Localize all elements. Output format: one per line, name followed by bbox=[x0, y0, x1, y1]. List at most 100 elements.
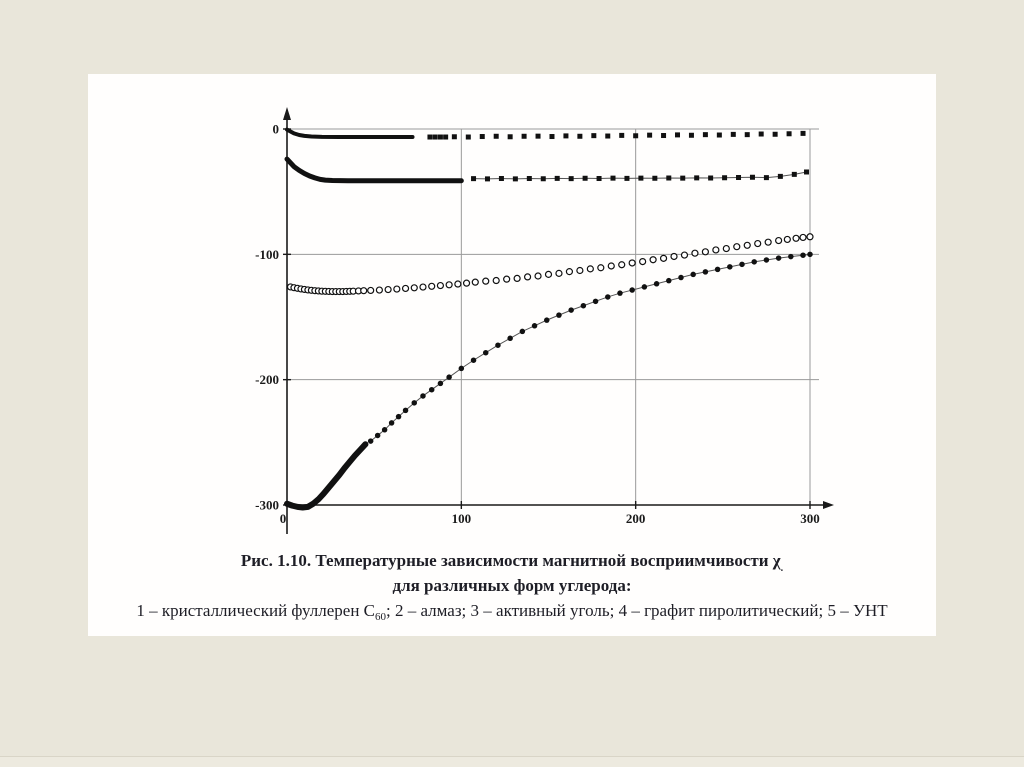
series-3-marker bbox=[691, 249, 699, 257]
series-3-marker bbox=[680, 251, 689, 259]
series-4-marker bbox=[470, 357, 477, 363]
figure-caption: Рис. 1.10. Температурные зависимости маг… bbox=[88, 548, 936, 623]
x-tick-label: 300 bbox=[800, 511, 820, 526]
series-4-marker bbox=[629, 287, 635, 293]
series-3-marker bbox=[576, 266, 584, 275]
series-3-marker bbox=[722, 244, 730, 253]
series-4-marker bbox=[678, 274, 684, 281]
series-1-marker bbox=[619, 132, 625, 138]
c60-subscript: 60 bbox=[375, 611, 386, 623]
series-4-marker bbox=[800, 252, 806, 258]
series-1-marker bbox=[772, 131, 778, 137]
series-4-marker bbox=[482, 349, 489, 356]
series-4-marker bbox=[788, 253, 794, 260]
series-4-marker bbox=[617, 290, 623, 296]
caption-legend-line: 1 – кристаллический фуллерен С60; 2 – ал… bbox=[88, 598, 936, 623]
series-3-marker bbox=[775, 236, 783, 245]
series-4-marker bbox=[381, 427, 388, 433]
series-3-marker bbox=[783, 235, 791, 244]
series-3-marker bbox=[618, 261, 626, 269]
series-4-marker bbox=[653, 281, 660, 287]
series-1-marker bbox=[427, 134, 433, 140]
series-1-marker bbox=[521, 133, 527, 139]
series-2-marker bbox=[582, 175, 588, 181]
x-tick-label: 0 bbox=[280, 511, 287, 526]
series-2-dense-segment bbox=[284, 156, 464, 184]
series-4-marker bbox=[556, 312, 562, 318]
series-3-marker bbox=[492, 276, 500, 285]
series-2-marker bbox=[777, 173, 783, 179]
series-4-marker bbox=[374, 432, 381, 439]
series-3-marker bbox=[712, 246, 720, 254]
series-4-marker bbox=[388, 420, 395, 426]
y-tick-label: -200 bbox=[255, 372, 279, 387]
series-3-marker bbox=[659, 254, 668, 262]
series-3-marker bbox=[513, 274, 521, 282]
series-3-marker bbox=[544, 270, 553, 278]
series-2-marker bbox=[471, 176, 477, 182]
series-4-marker bbox=[739, 261, 745, 268]
x-tick-label: 200 bbox=[626, 511, 646, 526]
series-1-marker bbox=[702, 132, 708, 138]
series-1-marker bbox=[716, 132, 722, 138]
series-4-marker bbox=[395, 413, 402, 420]
series-3-marker bbox=[471, 278, 479, 286]
series-2-marker bbox=[763, 175, 769, 181]
series-4-marker bbox=[507, 335, 513, 342]
series-1-marker bbox=[465, 134, 471, 140]
series-3-marker bbox=[597, 264, 605, 272]
legend-text-post: ; 2 – алмаз; 3 – активный уголь; 4 – гра… bbox=[386, 601, 888, 620]
series-3-marker bbox=[360, 287, 368, 295]
series-3-marker bbox=[419, 283, 427, 291]
series-3-marker bbox=[410, 284, 418, 292]
series-2-marker bbox=[512, 176, 518, 182]
series-3-marker bbox=[375, 286, 383, 294]
series-3-marker bbox=[670, 252, 678, 261]
series-4-marker bbox=[690, 271, 696, 278]
series-1-marker bbox=[758, 131, 764, 137]
series-3-marker bbox=[384, 285, 392, 294]
series-2-marker bbox=[498, 176, 504, 182]
series-1-marker bbox=[577, 133, 583, 139]
series-3-marker bbox=[607, 262, 615, 270]
series-1-marker bbox=[437, 134, 443, 140]
series-3-marker bbox=[503, 275, 511, 283]
figure-panel: 0 -100 -200 -300 0 100 200 300 Рис. 1.10. Темпе… bbox=[88, 74, 936, 636]
series-1-marker bbox=[633, 133, 639, 139]
series-3-marker bbox=[565, 268, 574, 276]
series-3-marker bbox=[701, 248, 710, 256]
series-3-marker bbox=[639, 258, 647, 266]
series-1-marker bbox=[675, 132, 681, 138]
series-1-marker bbox=[661, 133, 667, 139]
series-2-marker bbox=[526, 176, 532, 182]
series-1-marker bbox=[744, 132, 750, 138]
series-3-marker bbox=[462, 279, 471, 287]
series-4-marker bbox=[411, 400, 418, 406]
series-3-marker bbox=[754, 239, 762, 248]
series-3-marker bbox=[367, 286, 375, 295]
series-4-marker bbox=[666, 277, 672, 284]
series-3-marker bbox=[428, 282, 436, 290]
series-2-marker bbox=[736, 175, 742, 181]
legend-text-pre: 1 – кристаллический фуллерен С bbox=[136, 601, 375, 620]
series-1-marker bbox=[443, 134, 449, 140]
series-1-marker bbox=[507, 134, 513, 140]
series-3-marker bbox=[764, 238, 772, 246]
x-axis-arrow-icon bbox=[823, 501, 834, 509]
series-4-marker bbox=[420, 393, 426, 399]
y-tick-label: 0 bbox=[273, 122, 280, 137]
series-4-marker bbox=[544, 317, 550, 323]
series-2-marker bbox=[749, 174, 755, 180]
series-1-marker bbox=[730, 131, 736, 137]
series-1-marker bbox=[479, 134, 485, 140]
series-1-marker bbox=[535, 133, 541, 139]
series-1-dense-segment bbox=[285, 127, 415, 140]
series-2-marker bbox=[666, 175, 672, 181]
series-4-dense-segment bbox=[284, 441, 369, 511]
series-4-marker bbox=[763, 257, 770, 263]
series-4-marker bbox=[495, 342, 501, 348]
series-1-marker bbox=[800, 130, 806, 136]
caption-title-text: Рис. 1.10. Температурные зависимости маг… bbox=[240, 551, 773, 570]
